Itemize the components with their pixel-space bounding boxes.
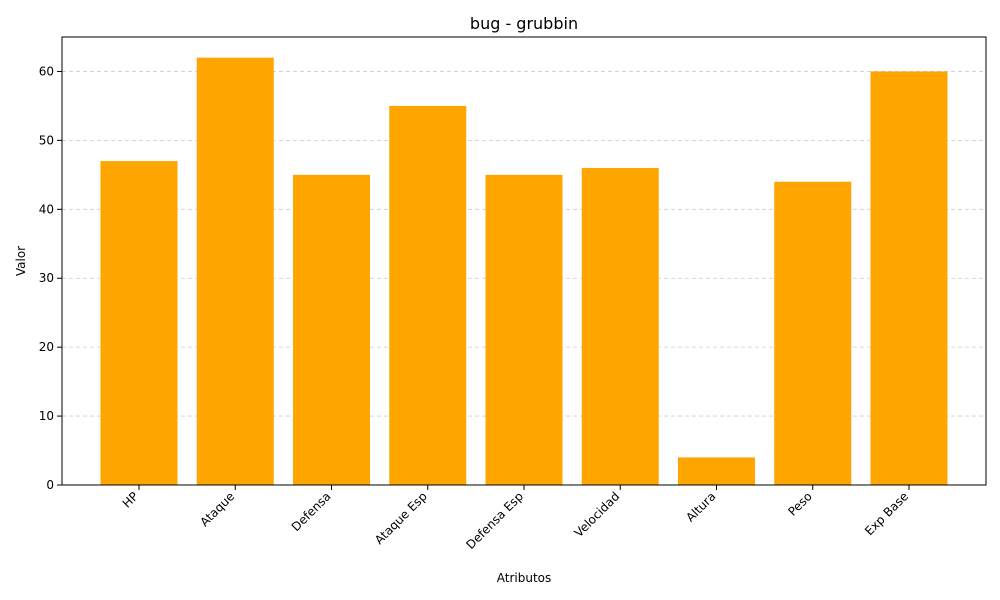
y-tick-label: 60	[39, 64, 54, 78]
y-tick-label: 40	[39, 202, 54, 216]
y-tick-label: 20	[39, 340, 54, 354]
y-tick-label: 50	[39, 133, 54, 147]
bar	[774, 181, 852, 485]
y-axis: 0 10 20 30 40 50 60	[39, 64, 62, 492]
x-axis-label: Atributos	[497, 571, 552, 585]
bar	[100, 161, 178, 486]
y-tick-label: 30	[39, 271, 54, 285]
bars	[100, 57, 948, 486]
bar	[389, 105, 467, 485]
y-axis-label: Valor	[14, 246, 28, 276]
bar	[581, 167, 659, 485]
chart-title: bug - grubbin	[470, 14, 578, 33]
bar	[678, 457, 755, 485]
y-tick-label: 10	[39, 409, 54, 423]
bar	[196, 57, 274, 486]
bar	[870, 71, 948, 485]
bar	[293, 174, 370, 485]
bar	[485, 174, 563, 485]
y-tick-label: 0	[46, 478, 54, 492]
